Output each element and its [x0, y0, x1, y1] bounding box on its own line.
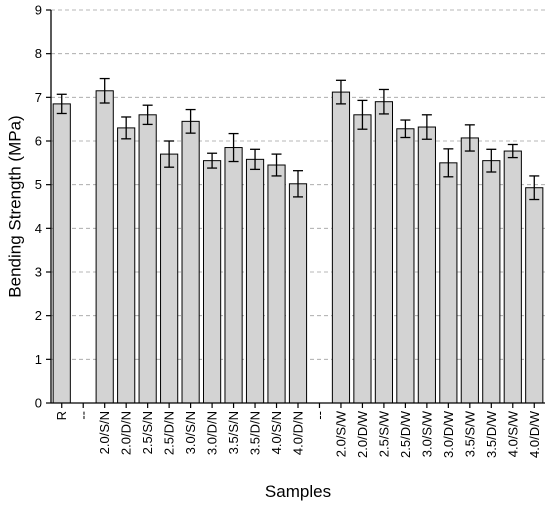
error-bar-4.0/D/N — [293, 170, 303, 198]
y-axis-title: Bending Strength (MPa) — [6, 115, 25, 297]
bar-2.5/D/N — [160, 153, 179, 404]
x-tick-label: 2.5/D/N — [162, 411, 177, 455]
y-tick-label: 4 — [35, 221, 42, 236]
error-bar-2.5/S/W — [378, 88, 389, 115]
bar-3.5/D/W — [482, 160, 501, 404]
bar-2.0/S/W — [331, 91, 351, 404]
x-tick-label: 3.0/D/N — [205, 411, 220, 455]
x-tick-label: -- — [76, 411, 91, 420]
error-bar-2.5/S/N — [142, 104, 153, 126]
error-bar-3.5/S/N — [228, 132, 239, 163]
error-bar-R — [56, 93, 67, 115]
error-bar-2.5/D/N — [164, 140, 175, 168]
x-tick-label: 4.0/S/W — [505, 410, 520, 457]
x-tick-label: 3.0/S/N — [183, 411, 198, 454]
x-tick-label: 3.5/D/N — [248, 411, 263, 455]
error-bar-2.0/S/W — [335, 79, 346, 105]
x-tick-label: 3.5/S/W — [462, 410, 477, 457]
bar-3.0/D/W — [439, 162, 458, 404]
y-ticks: 0 1 2 3 4 5 6 7 8 9 — [35, 3, 51, 411]
y-tick-label: 3 — [35, 265, 42, 280]
x-tick-label: 2.5/S/N — [140, 411, 155, 454]
bar-3.5/D/N — [245, 158, 265, 404]
x-tick-label: 4.0/S/N — [269, 411, 284, 454]
x-tick-label: 2.5/D/W — [398, 410, 413, 458]
x-axis-title: Samples — [265, 482, 331, 501]
bar-3.5/S/W — [460, 137, 479, 404]
error-bar-3.5/D/W — [486, 148, 497, 173]
x-tick-label: 2.0/D/W — [355, 410, 370, 458]
x-tick-label: 3.0/D/W — [441, 410, 456, 458]
bar-3.0/S/N — [181, 120, 200, 404]
bar-4.0/S/W — [503, 150, 522, 404]
error-bar-2.0/D/W — [357, 99, 368, 130]
error-bar-4.0/D/W — [529, 175, 540, 201]
y-tick-label: 8 — [35, 46, 42, 61]
error-bar-2.0/S/N — [99, 77, 110, 104]
bars — [52, 90, 544, 404]
x-tick-label: R — [54, 411, 69, 420]
bar-3.0/D/N — [202, 160, 222, 404]
error-bar-2.0/D/N — [121, 116, 132, 140]
error-bar-4.0/S/N — [271, 153, 282, 177]
bar-2.0/S/N — [95, 90, 114, 404]
y-tick-label: 6 — [35, 134, 42, 149]
error-bars — [56, 77, 540, 201]
bar-R — [52, 103, 71, 404]
error-bar-3.5/D/N — [250, 148, 261, 171]
y-tick-label: 0 — [35, 396, 42, 411]
bar-2.0/D/W — [353, 114, 372, 404]
x-tick-label: 3.5/D/W — [484, 410, 499, 458]
y-tick-label: 9 — [35, 3, 42, 18]
x-tick-label: 4.0/D/W — [527, 410, 542, 458]
error-bar-3.0/S/W — [421, 114, 432, 140]
bar-3.0/S/W — [417, 126, 436, 404]
bar-2.5/S/N — [138, 114, 157, 404]
x-tick-label: 4.0/D/N — [291, 411, 306, 455]
bar-4.0/D/N — [288, 183, 308, 404]
error-bar-3.0/D/W — [443, 148, 454, 178]
error-bar-3.0/S/N — [185, 108, 196, 134]
bar-2.5/S/W — [374, 101, 394, 404]
bar-4.0/S/N — [267, 164, 286, 404]
error-bar-2.5/D/W — [400, 119, 411, 139]
error-bar-3.5/S/W — [464, 124, 475, 152]
error-bar-4.0/S/W — [507, 143, 518, 159]
bar-2.0/D/N — [117, 127, 136, 404]
y-tick-label: 7 — [35, 90, 42, 105]
x-tick-label: 2.0/S/W — [333, 410, 348, 457]
bar-3.5/S/N — [224, 147, 243, 404]
bar-4.0/D/W — [525, 187, 544, 404]
y-tick-label: 5 — [35, 177, 42, 192]
x-tick-label: 2.0/D/N — [119, 411, 134, 455]
x-ticks: R -- 2.0/S/N 2.0/D/N 2.5/S/N 2.5/D/N 3.0/S/N 3.… — [54, 403, 542, 458]
x-tick-label: -- — [312, 411, 327, 420]
x-tick-label: 2.0/S/N — [97, 411, 112, 454]
error-bar-3.0/D/N — [207, 152, 218, 169]
y-tick-label: 1 — [35, 352, 42, 367]
x-tick-label: 2.5/S/W — [376, 410, 391, 457]
bar-2.5/D/W — [396, 128, 415, 404]
y-tick-label: 2 — [35, 308, 42, 323]
x-tick-label: 3.0/S/W — [419, 410, 434, 457]
x-tick-label: 3.5/S/N — [226, 411, 241, 454]
